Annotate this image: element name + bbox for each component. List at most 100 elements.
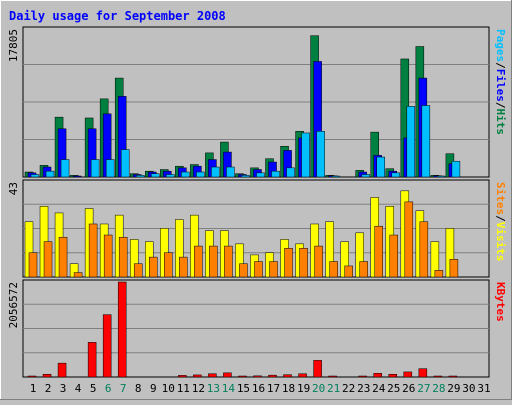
x-tick-label-25: 25	[387, 382, 400, 395]
bar-sites-day-13	[209, 245, 218, 278]
bar-kbytes-day-21	[328, 375, 337, 378]
bar-sites-day-17	[269, 261, 278, 278]
bar-pages-day-21	[331, 175, 340, 178]
bar-pages-day-17	[271, 170, 280, 178]
bar-kbytes-day-29	[448, 375, 458, 378]
x-tick-label-7: 7	[120, 382, 127, 395]
bar-pages-day-15	[241, 175, 250, 178]
bar-sites-day-4	[73, 272, 83, 278]
bar-pages-day-16	[256, 172, 265, 178]
bar-pages-day-3	[60, 159, 70, 178]
bar-files-day-4	[72, 175, 82, 178]
bar-kbytes-day-18	[283, 374, 292, 378]
bar-kbytes-day-19	[298, 373, 307, 378]
y-max-label-hits-files-pages: 17805	[7, 29, 20, 62]
x-tick-label-24: 24	[372, 382, 386, 395]
bar-pages-day-7	[120, 149, 130, 178]
x-tick-label-19: 19	[297, 382, 310, 395]
bar-sites-day-25	[389, 234, 399, 278]
x-tick-label-3: 3	[60, 382, 67, 395]
legend-part-hits-files-pages-1: /	[494, 62, 507, 69]
bar-sites-day-14	[224, 245, 233, 278]
bar-kbytes-day-13	[208, 373, 217, 378]
x-tick-label-5: 5	[90, 382, 97, 395]
bar-kbytes-day-3	[57, 362, 67, 378]
legend-part-kbytes-0: KBytes	[494, 282, 507, 322]
bar-sites-day-9	[149, 256, 158, 278]
bar-pages-day-12	[196, 171, 205, 178]
bar-kbytes-day-7	[117, 281, 127, 378]
x-tick-label-11: 11	[177, 382, 190, 395]
bar-sites-day-8	[133, 263, 143, 278]
bar-sites-day-5	[88, 223, 98, 278]
bar-pages-day-18	[286, 167, 295, 178]
x-tick-label-2: 2	[45, 382, 52, 395]
bar-sites-day-21	[329, 261, 338, 278]
bar-pages-day-24	[376, 156, 385, 178]
bar-sites-day-23	[359, 261, 368, 278]
bar-sites-day-27	[419, 221, 429, 278]
bar-pages-day-10	[166, 174, 175, 178]
chart-title: Daily usage for September 2008	[9, 9, 226, 23]
bar-sites-day-29	[449, 259, 459, 278]
legend-part-visits-sites-2: Visits	[494, 222, 507, 262]
bar-kbytes-day-28	[433, 375, 443, 378]
bar-kbytes-day-1	[27, 375, 37, 378]
legend-part-hits-files-pages-0: Pages	[494, 29, 507, 62]
bar-sites-day-16	[254, 261, 263, 278]
x-tick-label-21: 21	[327, 382, 340, 395]
bar-kbytes-day-17	[268, 374, 277, 378]
y-max-label-kbytes: 2056572	[7, 282, 20, 328]
bar-kbytes-day-14	[223, 372, 232, 378]
x-tick-label-16: 16	[252, 382, 265, 395]
x-tick-label-10: 10	[162, 382, 175, 395]
bar-sites-day-12	[194, 245, 203, 278]
bar-sites-day-20	[314, 245, 323, 278]
x-tick-label-8: 8	[135, 382, 142, 395]
bar-kbytes-day-5	[87, 342, 97, 378]
bar-sites-day-7	[118, 236, 128, 278]
bar-pages-day-19	[301, 132, 310, 178]
bar-pages-day-5	[90, 159, 100, 178]
legend-part-hits-files-pages-3: /	[494, 102, 507, 109]
x-tick-label-30: 30	[462, 382, 475, 395]
legend-kbytes: KBytes	[494, 282, 507, 322]
x-tick-label-12: 12	[192, 382, 205, 395]
x-tick-label-31: 31	[477, 382, 490, 395]
x-tick-label-17: 17	[267, 382, 280, 395]
bar-pages-day-6	[105, 159, 115, 178]
bar-pages-day-29	[451, 160, 461, 178]
bar-kbytes-day-2	[42, 373, 52, 378]
bar-kbytes-day-25	[388, 373, 398, 378]
bar-sites-day-11	[179, 256, 188, 278]
bar-pages-day-9	[151, 173, 160, 178]
bar-pages-day-8	[135, 175, 145, 178]
x-tick-label-13: 13	[207, 382, 220, 395]
x-tick-label-27: 27	[417, 382, 430, 395]
x-tick-label-1: 1	[30, 382, 37, 395]
bar-sites-day-26	[404, 201, 414, 278]
x-tick-label-22: 22	[342, 382, 355, 395]
legend-visits-sites: Sites/Visits	[494, 182, 507, 262]
x-tick-label-23: 23	[357, 382, 370, 395]
bar-sites-day-10	[164, 252, 173, 278]
bar-sites-day-2	[43, 241, 53, 278]
bar-kbytes-day-24	[373, 373, 382, 378]
bar-pages-day-23	[361, 174, 370, 178]
legend-part-visits-sites-1: /	[494, 215, 507, 222]
bar-kbytes-day-23	[358, 375, 367, 378]
bar-kbytes-day-12	[193, 374, 202, 378]
bar-kbytes-day-11	[178, 375, 187, 378]
bar-pages-day-2	[45, 170, 55, 178]
bar-sites-day-24	[374, 225, 383, 278]
x-tick-label-4: 4	[75, 382, 82, 395]
x-tick-label-6: 6	[105, 382, 112, 395]
x-tick-label-20: 20	[312, 382, 325, 395]
x-tick-label-28: 28	[432, 382, 445, 395]
bar-kbytes-day-27	[418, 368, 428, 378]
x-tick-label-18: 18	[282, 382, 295, 395]
legend-part-visits-sites-0: Sites	[494, 182, 507, 215]
x-tick-label-9: 9	[150, 382, 157, 395]
